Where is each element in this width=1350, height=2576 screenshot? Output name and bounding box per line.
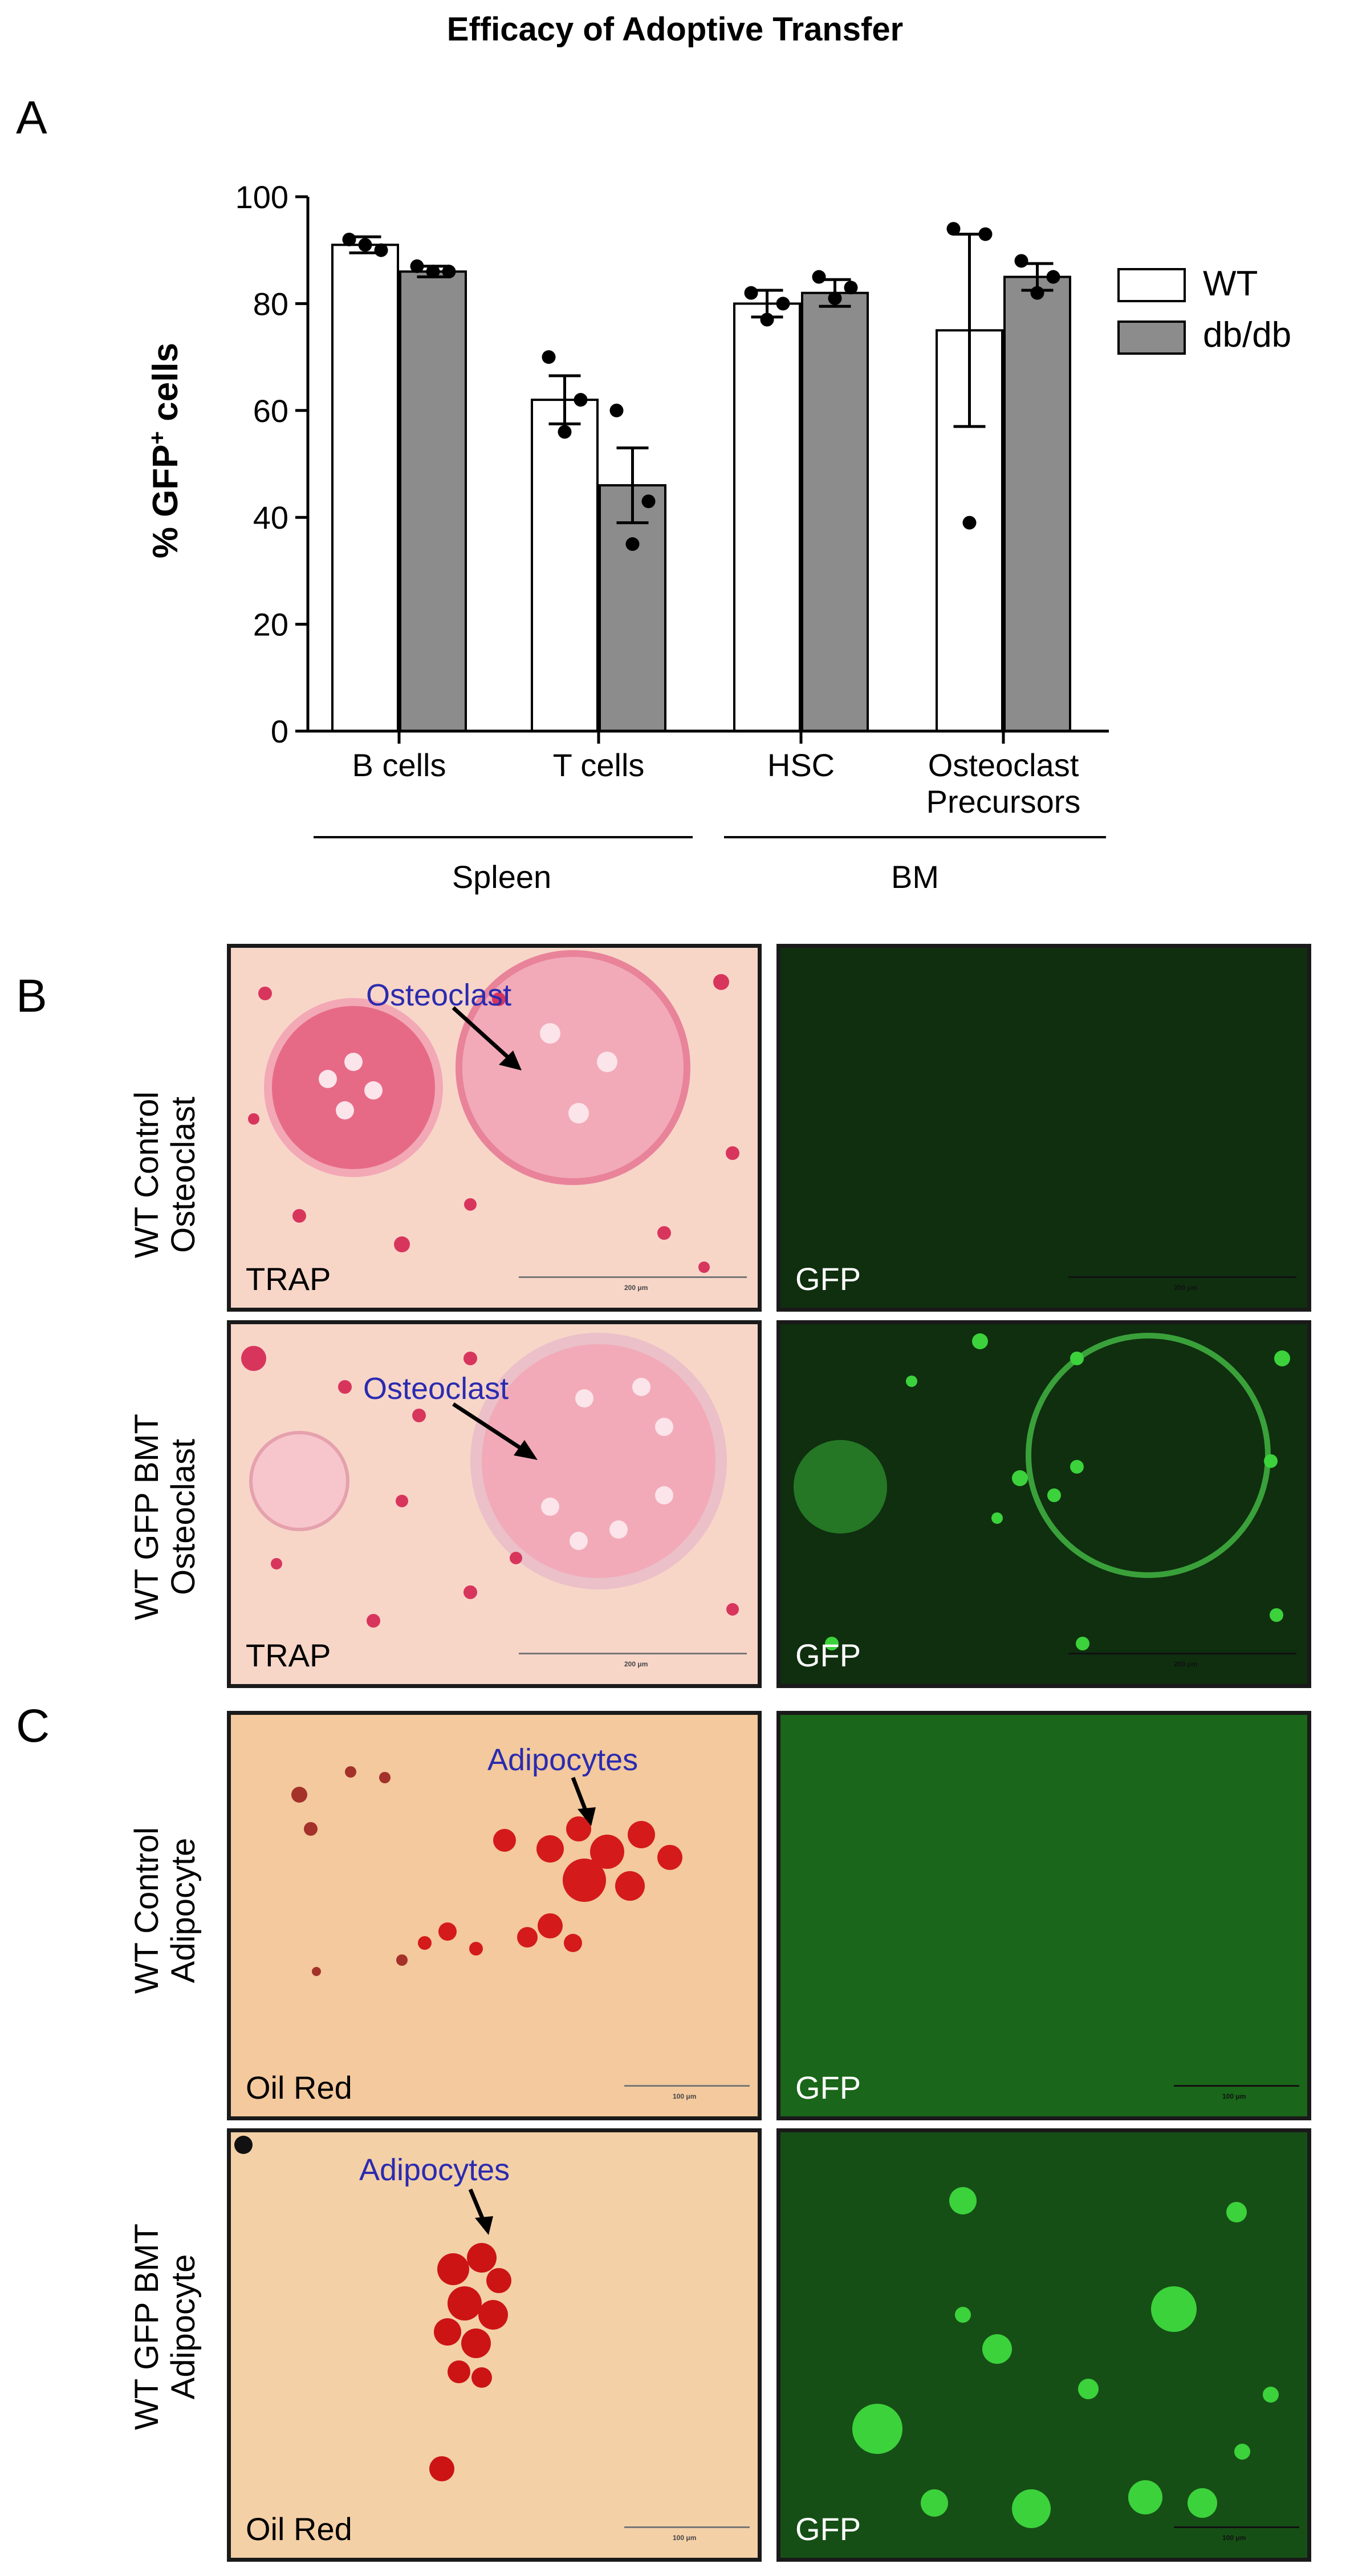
- scale-bar: [1068, 1653, 1296, 1654]
- data-point: [542, 350, 556, 364]
- group-bracket-bm: [724, 836, 1106, 838]
- stain-label-trap: TRAP: [246, 1261, 331, 1297]
- y-tick-label: 40: [253, 500, 288, 536]
- data-point: [342, 232, 356, 246]
- legend-label-dbdb: db/db: [1203, 315, 1292, 355]
- y-tick-label: 0: [271, 713, 288, 749]
- annotation-arrow: [468, 2188, 493, 2235]
- scale-bar: [519, 1276, 747, 1278]
- data-point: [776, 297, 790, 311]
- data-point: [1014, 254, 1028, 268]
- data-point: [410, 259, 424, 273]
- data-point: [558, 425, 572, 439]
- scale-bar-label: 100 μm: [673, 2534, 697, 2542]
- data-point: [609, 403, 624, 417]
- bar-dbdb-0: [399, 270, 467, 732]
- data-point: [1046, 270, 1060, 284]
- group-label-spleen: Spleen: [452, 859, 552, 895]
- stain-label-gfp: GFP: [795, 2070, 861, 2106]
- annotation-osteoclast: Osteoclast: [363, 1372, 509, 1406]
- bar-dbdb-2: [801, 291, 869, 732]
- category-label-b-cells: B cells: [352, 747, 446, 783]
- legend-swatch-dbdb: [1117, 321, 1186, 355]
- category-label-t-cells: T cells: [552, 747, 645, 783]
- oil-red-image-control: Adipocytes Oil Red 100 μm: [227, 1711, 762, 2120]
- y-tick-label: 100: [235, 179, 288, 215]
- y-tick-label: 60: [253, 393, 288, 429]
- group-bracket-spleen: [314, 836, 693, 838]
- oil-red-image-gfp-bmt: Adipocytes Oil Red 100 μm: [227, 2128, 762, 2562]
- scale-bar: [1068, 1276, 1296, 1278]
- category-label-osteoclast-precursors: Osteoclast Precursors: [926, 747, 1081, 820]
- scale-bar: [1174, 2085, 1299, 2087]
- annotation-arrow: [452, 1402, 538, 1460]
- scale-bar-label: 100 μm: [1222, 2092, 1246, 2100]
- trap-image-control: Osteoclast TRAP 200 μm: [227, 944, 762, 1312]
- scale-bar-label: 200 μm: [1174, 1660, 1198, 1668]
- annotation-osteoclast: Osteoclast: [366, 978, 512, 1012]
- data-point: [844, 281, 858, 295]
- legend-swatch-wt: [1117, 268, 1186, 302]
- bar-WT-2: [733, 302, 801, 732]
- data-point: [641, 494, 656, 509]
- annotation-arrow: [452, 1006, 522, 1070]
- legend-label-wt: WT: [1203, 264, 1258, 303]
- annotation-arrow: [571, 1776, 596, 1826]
- gfp-image-gfp-bmt: GFP 200 μm: [776, 1320, 1311, 1688]
- group-label-bm: BM: [891, 859, 939, 895]
- annotation-adipocytes: Adipocytes: [359, 2153, 510, 2187]
- data-point: [744, 286, 758, 300]
- stain-label-oil-red: Oil Red: [246, 2511, 352, 2547]
- annotation-adipocytes: Adipocytes: [487, 1743, 639, 1777]
- gfp-image-control: GFP 200 μm: [776, 944, 1311, 1312]
- data-point: [374, 243, 388, 257]
- scale-bar-label: 200 μm: [1174, 1284, 1198, 1292]
- y-tick-label: 80: [253, 286, 288, 322]
- scale-bar: [624, 2085, 750, 2087]
- scale-bar: [1174, 2526, 1299, 2528]
- bar-chart: 0 20 40 60 80 100: [235, 179, 1109, 749]
- data-point: [828, 291, 842, 306]
- stain-label-gfp: GFP: [795, 1261, 861, 1297]
- data-point: [426, 265, 440, 279]
- panel-label-b: B: [16, 970, 47, 1022]
- y-tick-label: 20: [253, 607, 288, 643]
- panel-label-a: A: [16, 92, 47, 144]
- bar-WT-0: [331, 244, 399, 732]
- panel-label-c: C: [16, 1700, 50, 1752]
- data-point: [625, 537, 640, 551]
- scale-bar-label: 200 μm: [624, 1660, 648, 1668]
- data-point: [962, 516, 977, 530]
- gfp-image-adipocyte-control: GFP 100 μm: [776, 1711, 1311, 2120]
- stain-label-gfp: GFP: [795, 1637, 861, 1673]
- stain-label-trap: TRAP: [246, 1637, 331, 1673]
- figure-title: Efficacy of Adoptive Transfer: [446, 11, 904, 48]
- data-point: [358, 238, 372, 252]
- trap-image-gfp-bmt: Osteoclast TRAP 200 μm: [227, 1320, 762, 1688]
- scale-bar-label: 200 μm: [624, 1284, 648, 1292]
- gfp-image-adipocyte-gfp-bmt: GFP 100 μm: [776, 2128, 1311, 2562]
- data-point: [946, 222, 961, 236]
- bar-dbdb-3: [1003, 275, 1071, 732]
- data-point: [1030, 286, 1044, 300]
- data-point: [978, 227, 993, 241]
- bar-WT-1: [531, 399, 599, 732]
- stain-label-gfp: GFP: [795, 2511, 861, 2547]
- data-point: [574, 393, 588, 407]
- stain-label-oil-red: Oil Red: [246, 2070, 352, 2106]
- category-label-hsc: HSC: [767, 747, 835, 783]
- data-point: [442, 265, 456, 279]
- scale-bar: [624, 2526, 750, 2528]
- data-point: [812, 270, 826, 284]
- scale-bar-label: 100 μm: [673, 2092, 697, 2100]
- scale-bar: [519, 1653, 747, 1654]
- scale-bar-label: 100 μm: [1222, 2534, 1246, 2542]
- data-point: [760, 313, 774, 327]
